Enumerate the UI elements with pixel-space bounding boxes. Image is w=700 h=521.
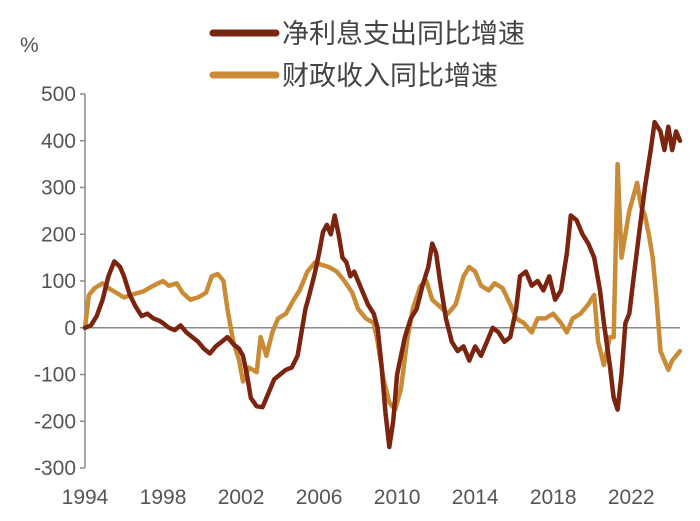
series-line-fiscal-revenue-growth: [82, 161, 683, 412]
legend-label-revenue: 财政收入同比增速: [282, 61, 498, 92]
y-axis: 500 400 300 200 100 0 -100 -200 -300: [34, 83, 85, 480]
y-tick-label: 200: [41, 223, 76, 246]
y-axis-unit-label: %: [20, 34, 39, 57]
y-tick-label: 0: [64, 317, 76, 340]
x-tick-label: 2002: [218, 486, 265, 509]
x-tick-label: 2022: [608, 486, 655, 509]
y-tick-label: -100: [34, 364, 76, 387]
x-tick-label: 2010: [374, 486, 421, 509]
x-tick-label: 2006: [296, 486, 343, 509]
y-tick-label: 100: [41, 270, 76, 293]
series-group: [82, 119, 683, 450]
x-tick-label: 1998: [140, 486, 187, 509]
y-tick-label: 400: [41, 130, 76, 153]
x-tick-label: 1994: [62, 486, 109, 509]
x-axis: 1994 1998 2002 2006 2010 2014 2018 2022: [62, 486, 655, 509]
x-tick-label: 2018: [530, 486, 577, 509]
series-line-net-interest-expense-growth: [82, 119, 683, 450]
y-tick-label: -300: [34, 457, 76, 480]
x-tick-label: 2014: [452, 486, 499, 509]
y-tick-label: 500: [41, 83, 76, 106]
y-tick-label: 300: [41, 177, 76, 200]
y-tick-label: -200: [34, 410, 76, 433]
legend: 净利息支出同比增速 财政收入同比增速: [209, 19, 525, 92]
legend-label-interest: 净利息支出同比增速: [282, 19, 525, 50]
